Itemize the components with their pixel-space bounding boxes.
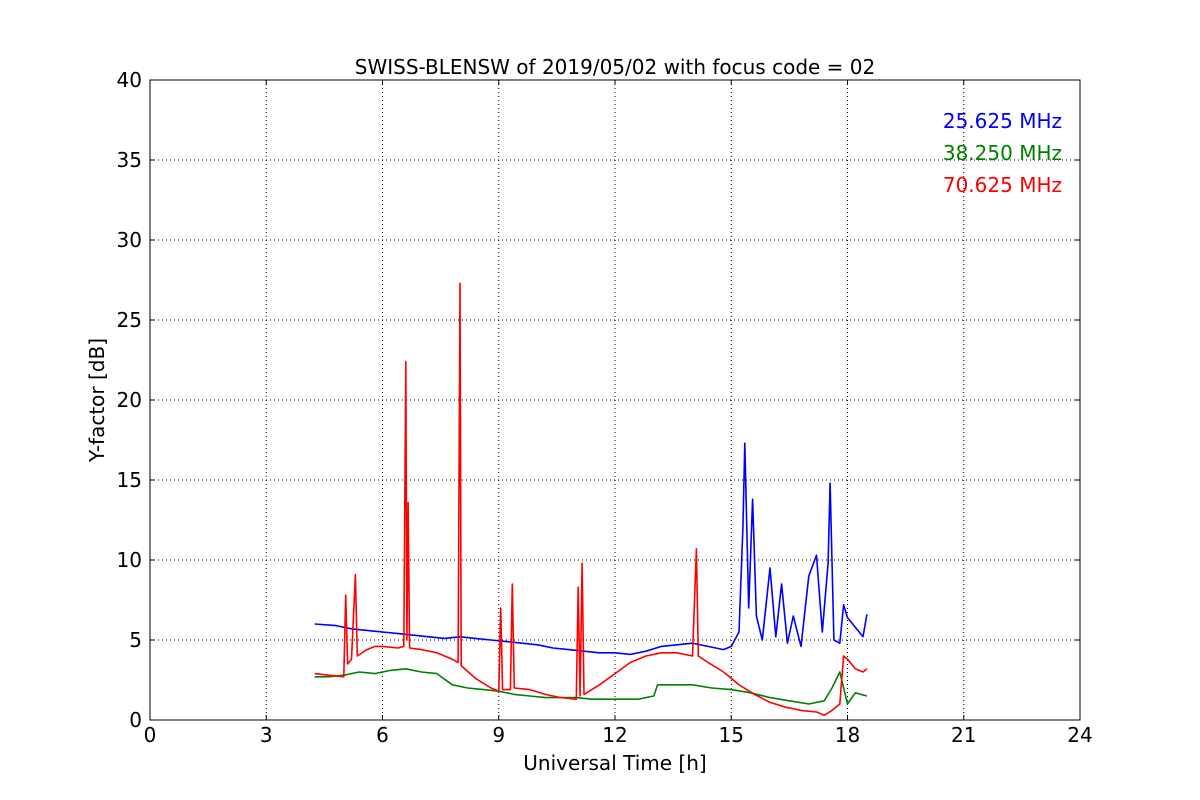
y-tick-label: 25	[117, 308, 142, 332]
legend-entry-38250: 38.250 MHz	[943, 141, 1062, 165]
legend: 25.625 MHz 38.250 MHz 70.625 MHz	[943, 109, 1062, 197]
chart-title: SWISS-BLENSW of 2019/05/02 with focus co…	[355, 55, 876, 79]
tick-labels: 0 3 6 9 12 15 18 21 24 0 5 10 15 20 25 30 35 40	[117, 68, 1093, 747]
x-tick-label: 0	[144, 723, 157, 747]
x-tick-label: 3	[260, 723, 273, 747]
y-tick-label: 15	[117, 468, 142, 492]
axis-ticks	[149, 79, 1081, 721]
x-tick-label: 21	[951, 723, 976, 747]
y-tick-label: 0	[129, 708, 142, 732]
y-tick-label: 5	[129, 628, 142, 652]
x-tick-label: 15	[719, 723, 744, 747]
grid	[150, 80, 1080, 720]
series-layer	[314, 282, 868, 716]
x-tick-label: 18	[835, 723, 860, 747]
x-tick-label: 9	[492, 723, 505, 747]
y-tick-label: 20	[117, 388, 142, 412]
y-tick-label: 35	[117, 148, 142, 172]
series-line-38-250-mhz	[314, 668, 868, 705]
y-tick-label: 40	[117, 68, 142, 92]
series-line-25-625-mhz	[314, 442, 868, 656]
y-tick-label: 10	[117, 548, 142, 572]
y-axis-label: Y-factor [dB]	[85, 338, 109, 463]
series-line-70-625-mhz	[314, 282, 868, 716]
legend-entry-25625: 25.625 MHz	[943, 109, 1062, 133]
legend-entry-70625: 70.625 MHz	[943, 173, 1062, 197]
x-tick-label: 6	[376, 723, 389, 747]
y-tick-label: 30	[117, 228, 142, 252]
x-tick-label: 12	[602, 723, 627, 747]
x-axis-label: Universal Time [h]	[523, 751, 706, 775]
x-tick-label: 24	[1067, 723, 1092, 747]
